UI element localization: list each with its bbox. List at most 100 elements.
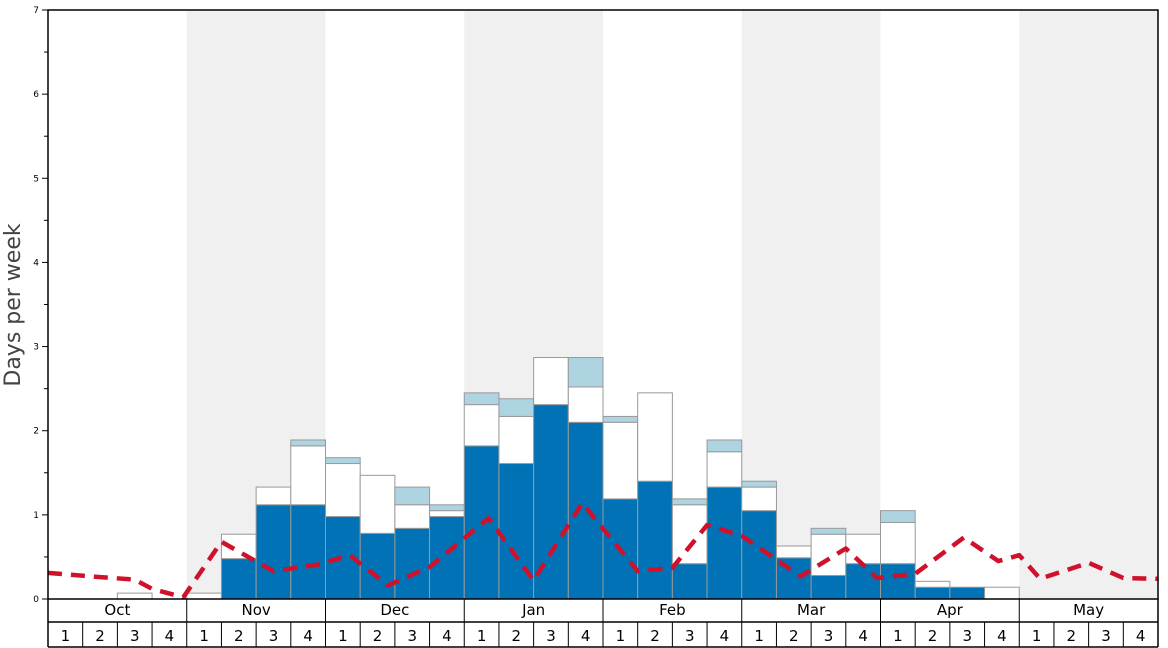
week-label-jan-3: 3 bbox=[546, 627, 556, 645]
bars-layer bbox=[116, 357, 1020, 600]
week-label-apr-4: 4 bbox=[997, 627, 1007, 645]
bar-dark-blue-week-26 bbox=[914, 586, 951, 600]
y-tick-label-4: 4 bbox=[33, 258, 39, 268]
y-tick-label-0: 0 bbox=[33, 595, 39, 605]
month-shading-may bbox=[1019, 10, 1158, 599]
week-label-feb-2: 2 bbox=[650, 627, 660, 645]
bar-light-blue-week-8 bbox=[290, 439, 326, 447]
bar-white-week-16 bbox=[567, 386, 604, 423]
bar-white-week-20 bbox=[706, 451, 743, 488]
y-tick-label-2: 2 bbox=[33, 427, 39, 437]
month-label-nov: Nov bbox=[241, 601, 270, 619]
bar-dark-blue-week-19 bbox=[671, 563, 708, 600]
bar-dark-blue-week-12 bbox=[429, 516, 465, 600]
week-label-dec-1: 1 bbox=[338, 627, 348, 645]
week-label-oct-1: 1 bbox=[61, 627, 71, 645]
month-label-mar: Mar bbox=[797, 601, 826, 619]
bar-white-week-13 bbox=[463, 404, 500, 447]
week-label-mar-2: 2 bbox=[789, 627, 799, 645]
week-label-nov-3: 3 bbox=[269, 627, 279, 645]
bar-white-week-26 bbox=[914, 580, 951, 588]
bar-white-week-19 bbox=[671, 504, 708, 565]
bar-white-week-10 bbox=[359, 474, 396, 534]
bar-light-blue-week-16 bbox=[567, 357, 604, 388]
bar-white-week-11 bbox=[394, 504, 431, 529]
x-axis-layer: Oct 1 2 3 4 Nov 1 2 3 4 Dec 1 2 3 4 Jan 1 2 3 4 Feb 1 2 3 4 Mar 1 2… bbox=[47, 599, 1159, 648]
week-label-feb-4: 4 bbox=[720, 627, 730, 645]
bar-light-blue-week-25 bbox=[880, 510, 916, 523]
bar-dark-blue-week-25 bbox=[880, 563, 916, 600]
bar-white-week-28 bbox=[984, 586, 1020, 600]
bar-dark-blue-week-18 bbox=[637, 480, 673, 600]
week-label-jan-1: 1 bbox=[477, 627, 487, 645]
bar-light-blue-week-20 bbox=[706, 439, 743, 453]
week-label-may-4: 4 bbox=[1136, 627, 1146, 645]
week-label-feb-1: 1 bbox=[616, 627, 626, 645]
bar-white-week-24 bbox=[845, 533, 881, 565]
bar-white-week-23 bbox=[810, 533, 847, 576]
week-label-nov-2: 2 bbox=[234, 627, 244, 645]
month-label-oct: Oct bbox=[104, 601, 130, 619]
bar-light-blue-week-14 bbox=[498, 398, 535, 417]
y-tick-label-3: 3 bbox=[33, 343, 39, 353]
month-label-may: May bbox=[1073, 601, 1104, 619]
bar-light-blue-week-9 bbox=[325, 457, 361, 465]
bar-dark-blue-week-20 bbox=[706, 486, 743, 600]
week-label-may-3: 3 bbox=[1101, 627, 1111, 645]
y-axis-label: Days per week bbox=[1, 223, 26, 386]
bar-white-week-8 bbox=[290, 445, 326, 506]
week-label-apr-3: 3 bbox=[962, 627, 972, 645]
month-shading-layer bbox=[186, 10, 1158, 599]
month-label-jan: Jan bbox=[521, 601, 545, 619]
week-label-feb-3: 3 bbox=[685, 627, 695, 645]
y-tick-label-5: 5 bbox=[33, 174, 39, 184]
month-label-feb: Feb bbox=[659, 601, 686, 619]
bar-white-week-17 bbox=[602, 421, 639, 500]
bar-dark-blue-week-24 bbox=[845, 563, 881, 600]
bar-dark-blue-week-10 bbox=[359, 532, 396, 600]
bar-white-week-5 bbox=[186, 592, 222, 600]
week-label-dec-3: 3 bbox=[407, 627, 417, 645]
bar-white-week-3 bbox=[116, 592, 153, 600]
bar-white-week-9 bbox=[325, 463, 361, 518]
month-label-dec: Dec bbox=[380, 601, 409, 619]
week-label-jan-2: 2 bbox=[512, 627, 522, 645]
bar-white-week-7 bbox=[255, 486, 292, 506]
week-label-mar-3: 3 bbox=[824, 627, 834, 645]
bar-dark-blue-week-27 bbox=[949, 586, 986, 600]
week-label-oct-4: 4 bbox=[165, 627, 175, 645]
week-label-may-2: 2 bbox=[1067, 627, 1077, 645]
bar-white-week-21 bbox=[741, 486, 777, 512]
week-label-mar-4: 4 bbox=[858, 627, 868, 645]
week-label-apr-2: 2 bbox=[928, 627, 938, 645]
bar-light-blue-week-12 bbox=[429, 504, 465, 512]
bar-light-blue-week-17 bbox=[602, 415, 639, 423]
bar-white-week-15 bbox=[533, 357, 569, 406]
bar-white-week-22 bbox=[775, 545, 812, 559]
bar-white-week-12 bbox=[429, 510, 465, 518]
week-label-nov-1: 1 bbox=[199, 627, 209, 645]
bar-dark-blue-week-23 bbox=[810, 574, 847, 600]
bar-dark-blue-week-11 bbox=[394, 527, 431, 600]
y-tick-label-7: 7 bbox=[33, 6, 39, 16]
week-label-apr-1: 1 bbox=[893, 627, 903, 645]
y-tick-label-6: 6 bbox=[33, 90, 39, 100]
bar-dark-blue-week-6 bbox=[220, 558, 257, 600]
bar-white-week-18 bbox=[637, 392, 673, 482]
week-label-dec-4: 4 bbox=[442, 627, 452, 645]
week-label-dec-2: 2 bbox=[373, 627, 383, 645]
bar-white-week-25 bbox=[880, 521, 916, 565]
week-label-mar-1: 1 bbox=[754, 627, 764, 645]
week-label-oct-2: 2 bbox=[95, 627, 105, 645]
bar-light-blue-week-13 bbox=[463, 392, 500, 406]
bar-dark-blue-week-8 bbox=[290, 504, 326, 600]
y-tick-label-1: 1 bbox=[33, 511, 39, 521]
bar-light-blue-week-19 bbox=[671, 498, 708, 506]
bar-light-blue-week-11 bbox=[394, 486, 431, 506]
bar-dark-blue-week-14 bbox=[498, 463, 535, 600]
bar-dark-blue-week-7 bbox=[255, 504, 292, 600]
bar-light-blue-week-21 bbox=[741, 480, 777, 488]
bar-light-blue-week-23 bbox=[810, 527, 847, 535]
month-label-apr: Apr bbox=[937, 601, 964, 619]
